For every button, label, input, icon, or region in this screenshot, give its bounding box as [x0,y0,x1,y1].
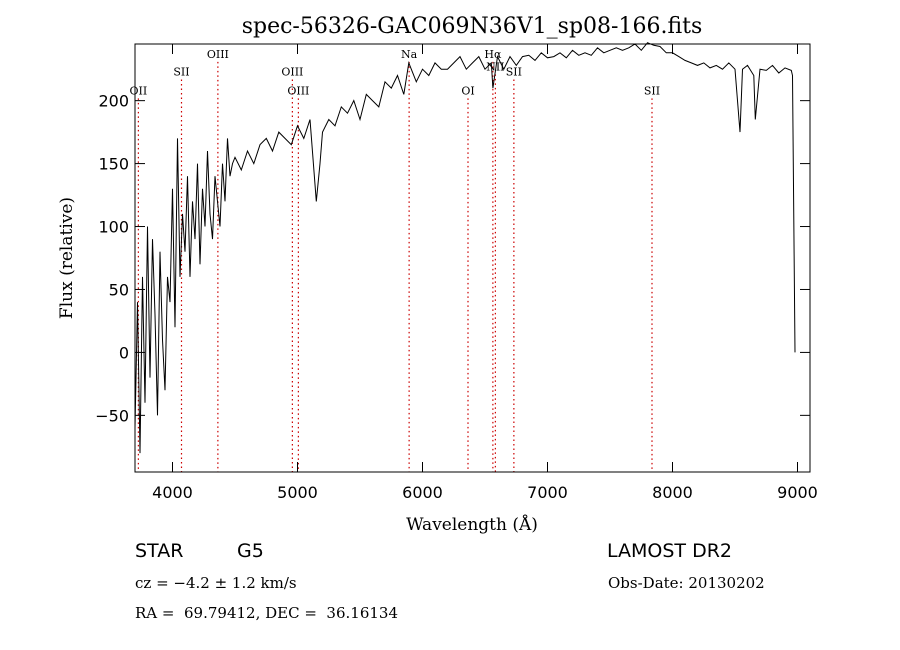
y-axis: −50 0 50 100 150 200 [95,92,810,425]
coordinates: RA = 69.79412, DEC = 36.16134 [135,604,399,622]
redshift-line: cz = −4.2 ± 1.2 km/s [135,574,297,592]
x-tick-label: 5000 [277,483,318,502]
line-marker-label: OI [461,84,474,97]
object-subclass: G5 [237,540,264,562]
plot-frame [134,43,811,473]
x-axis-label: Wavelength (Å) [406,514,538,535]
chart-title: spec-56326-GAC069N36V1_sp08-166.fits [242,14,703,39]
line-marker-label: Na [401,48,418,61]
object-class: STAR [135,540,184,562]
y-axis-label: Flux (relative) [57,197,77,319]
y-tick-label: 50 [109,280,129,299]
x-tick-label: 6000 [402,483,443,502]
line-marker-label: SII [644,84,660,97]
line-marker-label: OIII [287,84,309,97]
x-tick-label: 4000 [152,483,193,502]
x-tick-label: 7000 [527,483,568,502]
spectrum-series-line [134,42,796,454]
x-tick-label: 9000 [777,483,818,502]
y-tick-label: 100 [98,218,129,237]
x-axis: 4000 5000 6000 7000 8000 9000 [152,44,818,502]
y-tick-label: 150 [98,155,129,174]
x-tick-label: 8000 [652,483,693,502]
line-marker-label: OIII [281,65,303,78]
y-tick-label: −50 [95,406,129,425]
line-marker-label: SII [173,65,189,78]
survey-name: LAMOST DR2 [607,540,732,562]
line-marker-label: OII [130,84,148,97]
obs-date: Obs-Date: 20130202 [608,574,765,592]
line-marker-label: Hα [484,48,502,61]
line-marker-label: SII [506,65,522,78]
y-tick-label: 0 [119,343,129,362]
y-tick-label: 200 [98,92,129,111]
line-marker-label: OIII [207,48,229,61]
